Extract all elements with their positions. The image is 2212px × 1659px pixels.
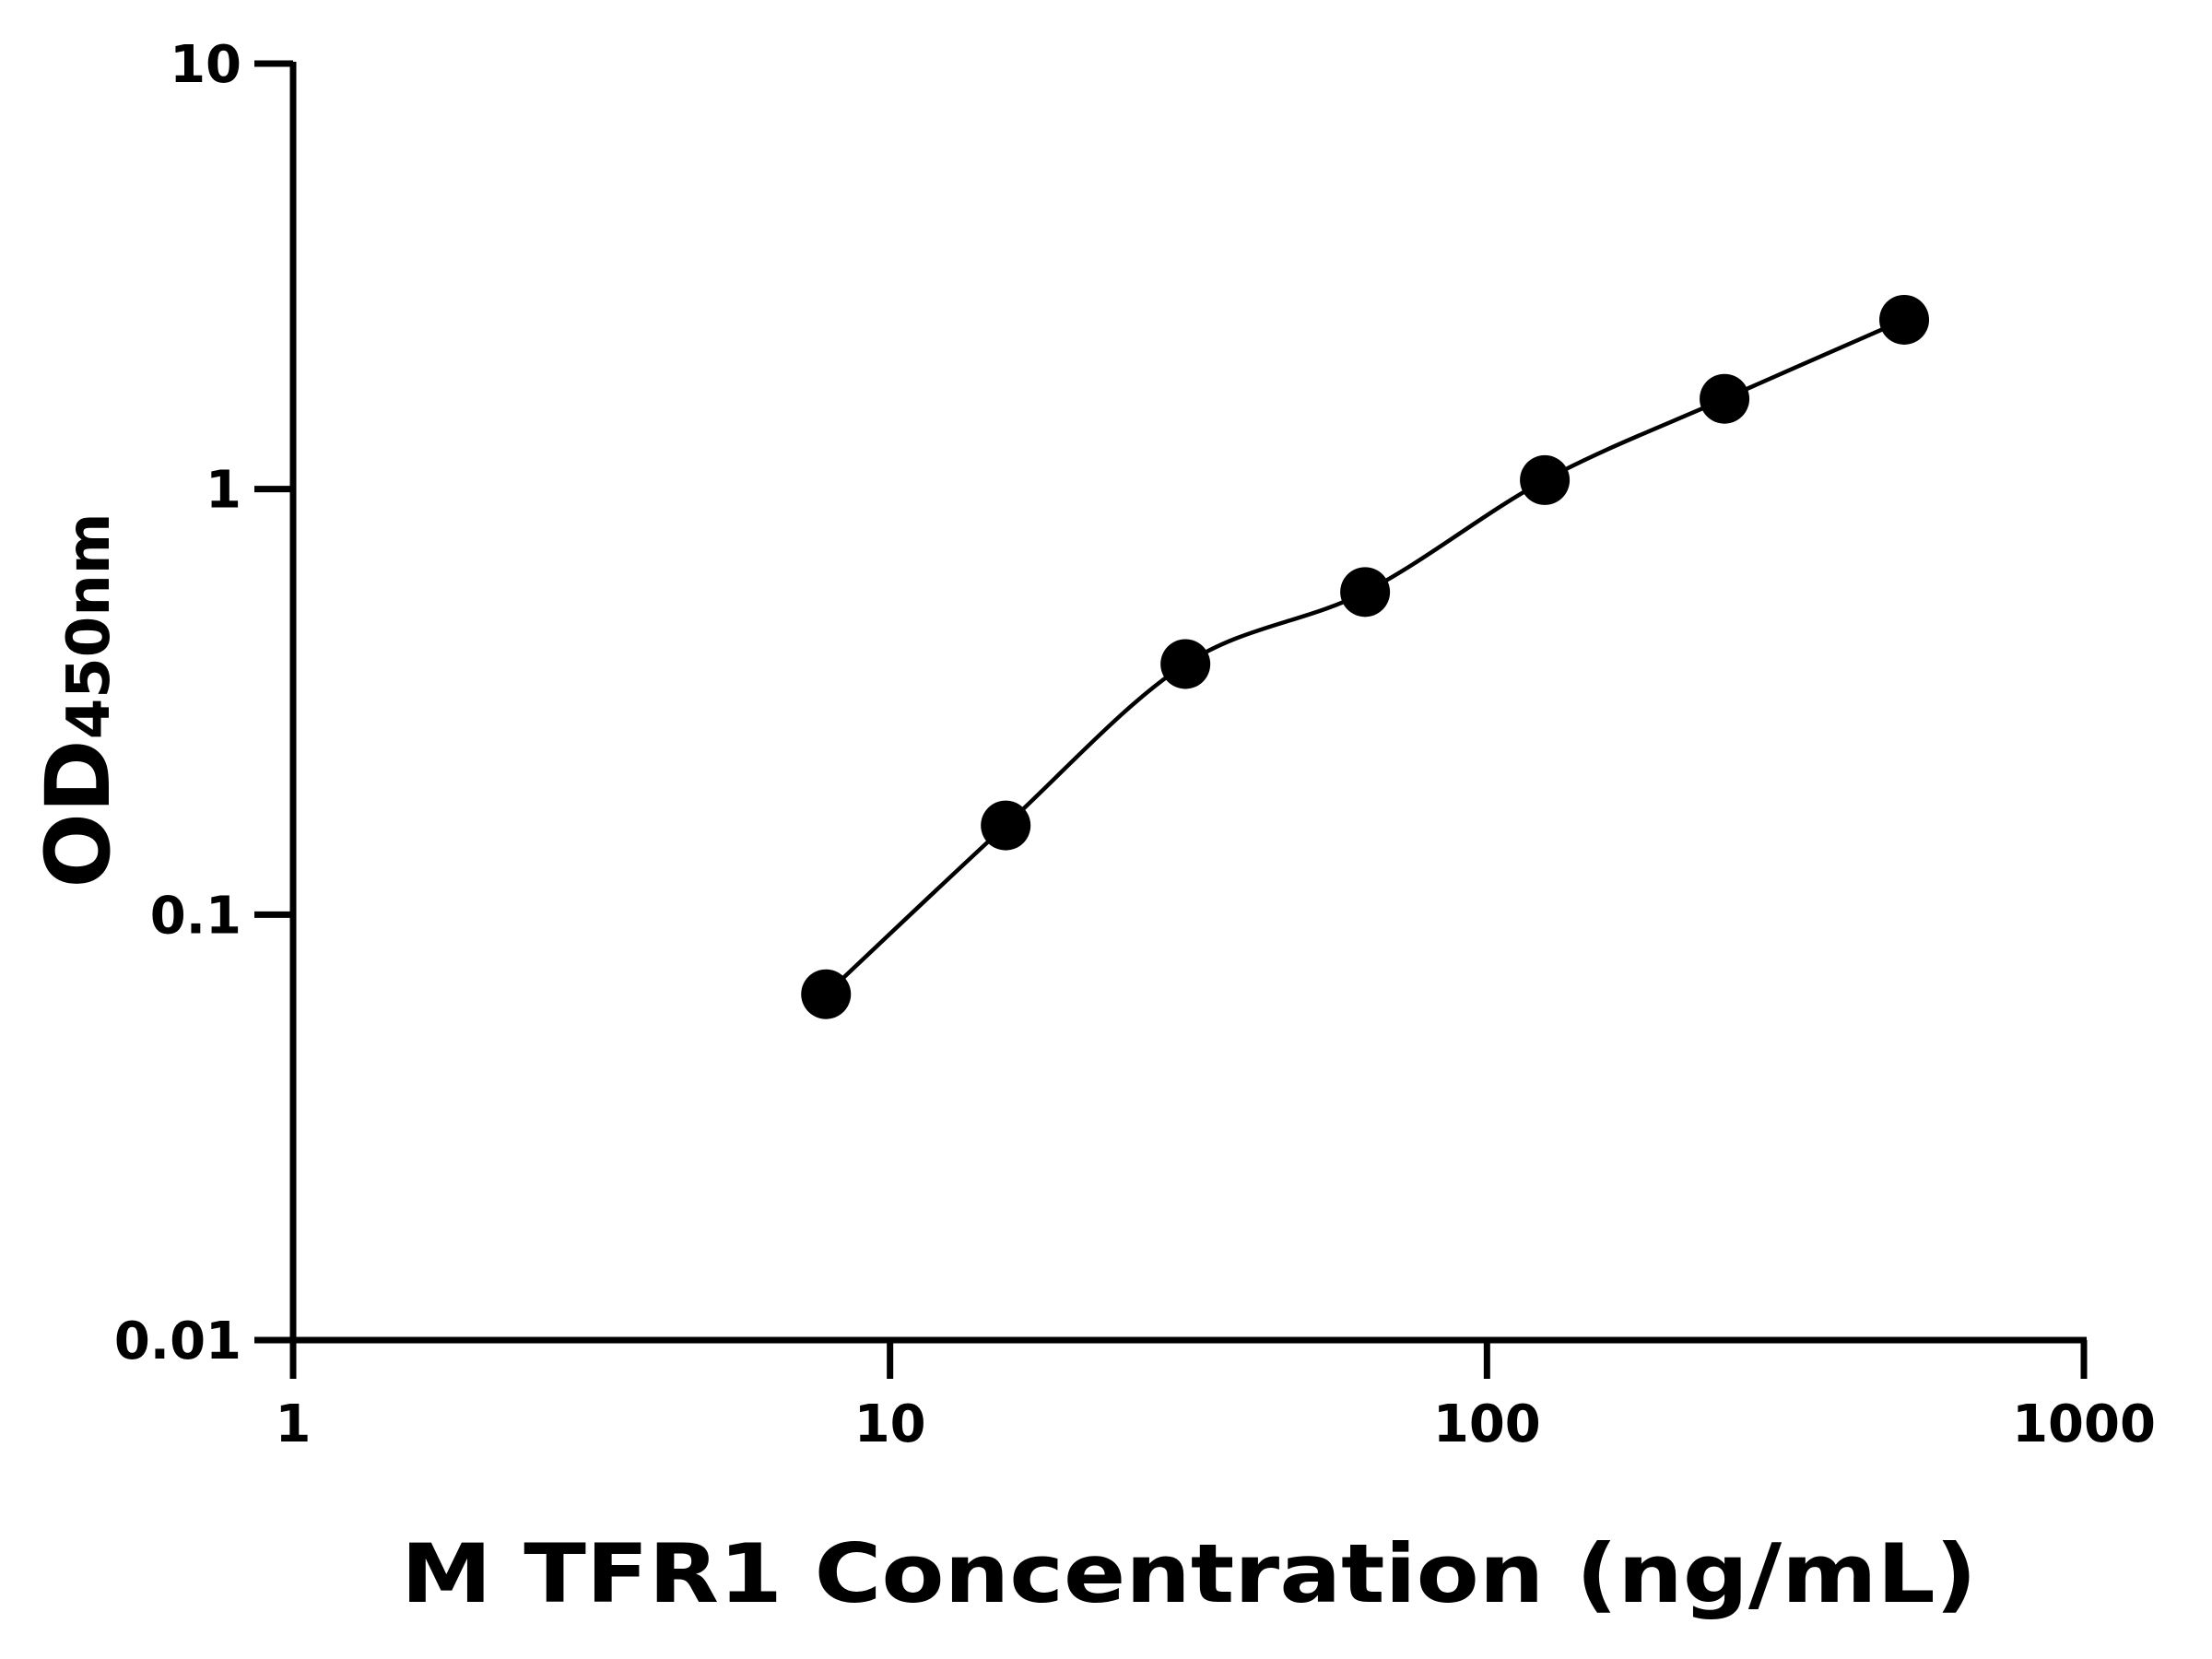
y-tick-label: 0.01 [114,1312,241,1371]
y-axis-title-subscript: 450nm [55,512,124,739]
x-axis-title: M TFR1 Concentration (ng/mL) [401,1526,1977,1621]
fit-curve [824,317,1905,996]
data-points [801,294,1930,1019]
x-tick-label: 100 [1433,1394,1541,1454]
y-tick-label: 0.1 [150,886,241,946]
y-axis-title-main: OD [27,739,130,888]
x-tick-label: 10 [854,1394,926,1454]
data-point [1520,454,1571,505]
x-tick-label: 1000 [2012,1394,2156,1454]
data-point [981,800,1031,851]
x-tick-label: 1 [276,1394,312,1454]
data-point [1879,294,1930,345]
y-tick-label: 1 [206,461,241,521]
data-point [1700,373,1750,424]
axes [289,62,2087,1344]
data-point [1160,639,1211,689]
y-axis-title: OD450nm [27,512,130,888]
y-tick-label: 10 [170,35,241,95]
data-point [1340,567,1391,618]
data-point [801,969,852,1019]
ticks: 1 10 100 1000 0.01 0.1 1 10 [114,35,2156,1454]
